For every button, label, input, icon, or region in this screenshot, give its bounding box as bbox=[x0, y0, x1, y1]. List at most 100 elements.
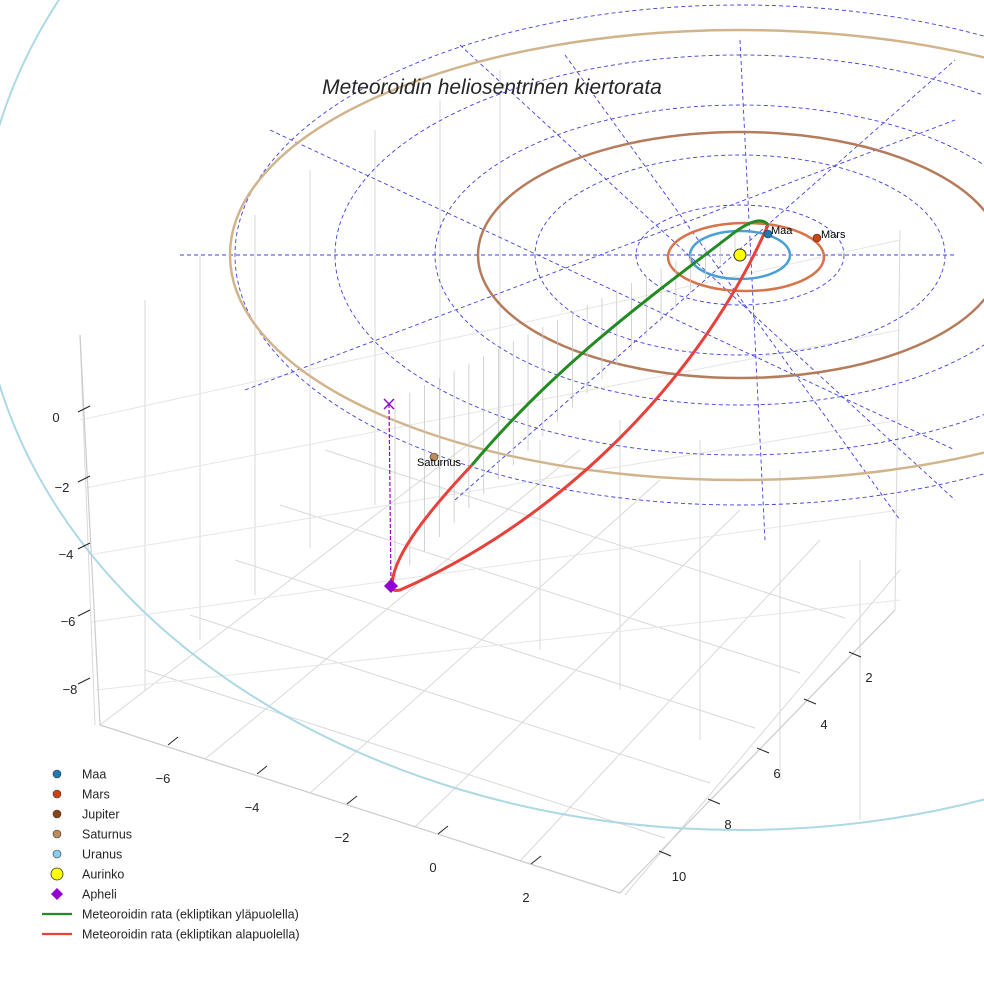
saturn-label: Saturnus bbox=[417, 457, 462, 469]
grid-zline bbox=[84, 329, 901, 489]
legend-label: Meteoroidin rata (ekliptikan alapuolella… bbox=[82, 928, 299, 942]
grid-floor-line bbox=[234, 559, 756, 729]
earth-marker bbox=[763, 229, 773, 239]
legend-marker bbox=[52, 849, 62, 859]
saturn-marker bbox=[429, 452, 439, 462]
z-tick-mark bbox=[77, 405, 91, 413]
z-tick-label: −8 bbox=[63, 682, 78, 697]
planet-orbits bbox=[0, 0, 984, 831]
uranus-orbit bbox=[0, 0, 984, 831]
grid-floor-line bbox=[279, 504, 801, 674]
grid-floor-line bbox=[309, 479, 661, 794]
polar-ring bbox=[334, 54, 984, 456]
x-tick-label: −4 bbox=[245, 800, 260, 815]
legend-label: Aurinko bbox=[82, 868, 124, 882]
grid-floor-line bbox=[144, 669, 666, 839]
grid-floor-line bbox=[519, 539, 821, 862]
legend-marker bbox=[52, 789, 62, 799]
y-tick-label: 2 bbox=[865, 670, 872, 685]
mars-label: Mars bbox=[821, 229, 846, 241]
z-tick-label: 0 bbox=[52, 410, 59, 425]
legend-marker bbox=[52, 809, 62, 819]
aphelion-dropline bbox=[388, 403, 392, 587]
grid-zline bbox=[87, 419, 901, 556]
saturn-orbit bbox=[228, 28, 984, 482]
x-tick-mark bbox=[437, 825, 449, 835]
z-tick-mark bbox=[77, 475, 91, 483]
grid-floor-line bbox=[414, 509, 741, 828]
y-tick-mark bbox=[848, 651, 862, 658]
polar-spoke bbox=[244, 119, 956, 391]
z-tick-mark bbox=[77, 677, 91, 685]
orbit-above-ecliptic bbox=[470, 219, 770, 466]
y-tick-label: 8 bbox=[724, 817, 731, 832]
x-tick-mark bbox=[530, 855, 542, 865]
legend-item-maa: Maa bbox=[52, 768, 106, 782]
sun-marker bbox=[733, 248, 747, 262]
legend: Maa Mars Jupiter Saturnus Uranus Aurinko Aphel… bbox=[42, 768, 299, 942]
legend-label: Saturnus bbox=[82, 828, 132, 842]
earth-label: Maa bbox=[771, 225, 793, 237]
aphelion-marker bbox=[384, 579, 398, 593]
y-tick-mark bbox=[658, 850, 672, 857]
mars-marker bbox=[812, 233, 822, 243]
z-tick-label: −4 bbox=[59, 547, 74, 562]
box-edge bbox=[99, 724, 621, 894]
legend-label: Jupiter bbox=[82, 808, 120, 822]
y-tick-mark bbox=[707, 798, 721, 805]
x-tick-mark bbox=[256, 765, 268, 775]
box-edge bbox=[79, 334, 101, 726]
x-tick-label: −2 bbox=[335, 830, 350, 845]
x-tick-label: 2 bbox=[522, 890, 529, 905]
mars-orbit bbox=[666, 221, 826, 293]
z-tick-label: −2 bbox=[55, 480, 70, 495]
box-edge bbox=[619, 609, 896, 894]
y-tick-label: 10 bbox=[672, 869, 686, 884]
grid-floor-line bbox=[324, 449, 846, 619]
orbit-below-ecliptic bbox=[390, 224, 770, 592]
aphelion-projection-cross bbox=[383, 398, 395, 410]
jupiter-orbit bbox=[476, 130, 984, 380]
polar-spoke bbox=[564, 54, 901, 521]
x-tick-label: −6 bbox=[156, 771, 171, 786]
y-tick-label: 4 bbox=[820, 717, 827, 732]
axes-grid bbox=[79, 70, 901, 896]
grid-vline bbox=[79, 334, 96, 726]
aphelion-group bbox=[383, 398, 398, 593]
y-tick-mark bbox=[803, 698, 817, 705]
y-tick-mark bbox=[756, 747, 770, 754]
axis-ticks: 0 −2 −4 −6 −8 −6 −4 −2 0 2 2 4 6 8 10 bbox=[52, 405, 873, 905]
planet-markers: Maa Mars Saturnus bbox=[417, 225, 846, 469]
legend-marker bbox=[52, 829, 62, 839]
grid-floor-line bbox=[99, 419, 501, 726]
y-tick-label: 6 bbox=[773, 766, 780, 781]
legend-item-jupiter: Jupiter bbox=[52, 808, 120, 822]
x-tick-mark bbox=[167, 736, 179, 746]
grid-floor-line bbox=[204, 449, 581, 760]
grid-zline bbox=[79, 239, 901, 421]
ecliptic-polar-grid bbox=[180, 4, 984, 541]
z-tick-mark bbox=[77, 609, 91, 617]
z-tick-label: −6 bbox=[61, 614, 76, 629]
legend-item-mars: Mars bbox=[52, 788, 110, 802]
legend-marker bbox=[50, 867, 64, 881]
legend-label: Maa bbox=[82, 768, 106, 782]
legend-item-meteoroidin: Meteoroidin rata (ekliptikan alapuolella… bbox=[42, 928, 299, 942]
legend-marker bbox=[51, 888, 63, 900]
x-tick-label: 0 bbox=[429, 860, 436, 875]
polar-spoke bbox=[269, 129, 956, 451]
legend-item-meteoroidin: Meteoroidin rata (ekliptikan yläpuolella… bbox=[42, 908, 299, 922]
legend-item-apheli: Apheli bbox=[51, 888, 117, 902]
grid-floor-line bbox=[189, 614, 711, 784]
legend-label: Meteoroidin rata (ekliptikan yläpuolella… bbox=[82, 908, 299, 922]
legend-item-aurinko: Aurinko bbox=[50, 867, 124, 882]
legend-item-uranus: Uranus bbox=[52, 848, 122, 862]
legend-marker bbox=[52, 769, 62, 779]
legend-label: Apheli bbox=[82, 888, 117, 902]
legend-label: Uranus bbox=[82, 848, 122, 862]
polar-ring bbox=[635, 204, 845, 306]
x-tick-mark bbox=[346, 795, 358, 805]
chart-title: Meteoroidin heliosentrinen kiertorata bbox=[322, 76, 662, 99]
